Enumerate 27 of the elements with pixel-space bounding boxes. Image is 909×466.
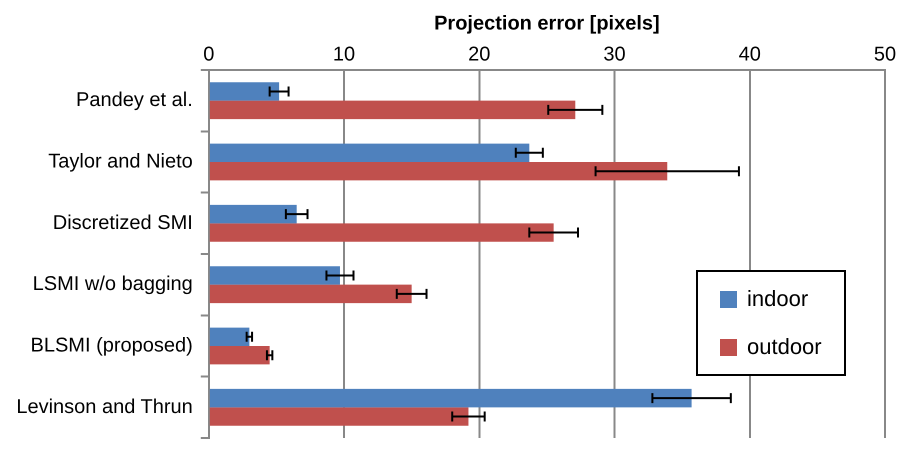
bar — [210, 100, 576, 120]
x-tick-label: 0 — [203, 44, 214, 66]
y-tick-label: Discretized SMI — [52, 212, 193, 234]
y-tick-label: LSMI w/o bagging — [32, 273, 193, 296]
y-tick-label: BLSMI (proposed) — [30, 334, 193, 357]
bar — [210, 328, 250, 346]
x-tick-label: 20 — [468, 44, 490, 66]
bar — [210, 266, 340, 285]
x-tick-label: 10 — [332, 44, 356, 66]
x-tick-label: 30 — [603, 44, 626, 66]
y-tick-label: Taylor and Nieto — [48, 150, 193, 173]
legend-label: indoor — [747, 286, 808, 312]
bar — [210, 144, 530, 162]
x-axis-title: Projection error [pixels] — [434, 12, 660, 35]
bar — [210, 407, 468, 426]
y-tick-label: Pandey et al. — [76, 89, 193, 112]
bar — [210, 204, 297, 224]
bar — [210, 346, 270, 364]
bar — [210, 388, 692, 408]
bar — [210, 162, 668, 180]
legend-label: outdoor — [747, 334, 822, 360]
y-tick-label: Levinson and Thrun — [16, 396, 193, 418]
x-tick-label: 50 — [874, 44, 896, 66]
bar — [210, 223, 554, 242]
x-tick-label: 40 — [738, 44, 761, 66]
bar — [210, 82, 280, 101]
bar — [210, 284, 412, 304]
